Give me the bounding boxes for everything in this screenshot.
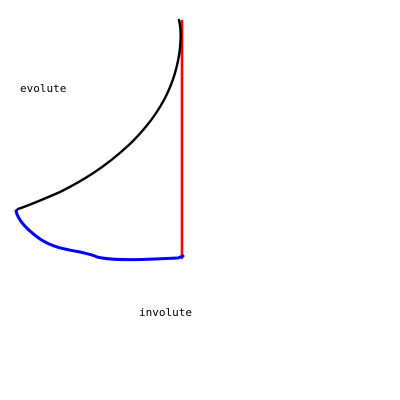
evolute-label: evolute bbox=[20, 82, 67, 95]
evolute-curve bbox=[14, 18, 182, 213]
involute-label: involute bbox=[139, 306, 192, 319]
involute-curve bbox=[14, 209, 185, 262]
